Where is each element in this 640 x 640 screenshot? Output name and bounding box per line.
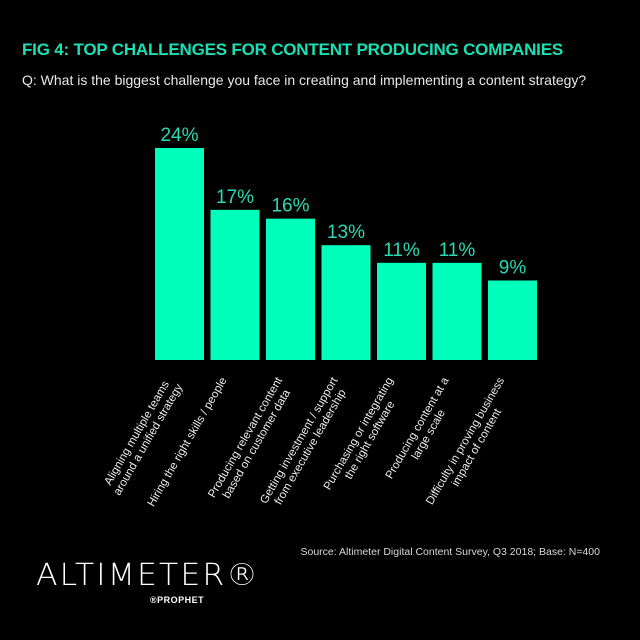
bar-4 [377,262,426,360]
chart-title: FIG 4: TOP CHALLENGES FOR CONTENT PRODUC… [22,40,563,59]
data-label-0: 24% [160,125,198,146]
logo-wordmark: ALTIMETER® [36,558,260,593]
altimeter-logo: ALTIMETER® ®PROPHET [36,558,258,605]
bar-1 [210,209,260,360]
bar-3 [321,245,371,360]
category-label-line: Producing content at a [384,375,452,481]
bar-2 [266,218,315,360]
category-label-line: around a unified strategy [112,382,186,498]
bar-5 [432,262,482,360]
chart-subtitle: Q: What is the biggest challenge you fac… [22,72,587,88]
logo-prophet: ®PROPHET [150,595,205,605]
data-label-6: 9% [499,258,527,279]
data-label-4: 11% [383,240,420,261]
category-label-line: Aligning multiple teams [102,379,172,488]
data-label-3: 13% [327,222,365,243]
data-label-2: 16% [271,196,309,217]
bar-6 [488,280,537,360]
bar-0 [155,148,204,360]
data-label-5: 11% [439,240,476,261]
source-note: Source: Altimeter Digital Content Survey… [300,546,600,558]
data-label-1: 17% [216,187,254,208]
